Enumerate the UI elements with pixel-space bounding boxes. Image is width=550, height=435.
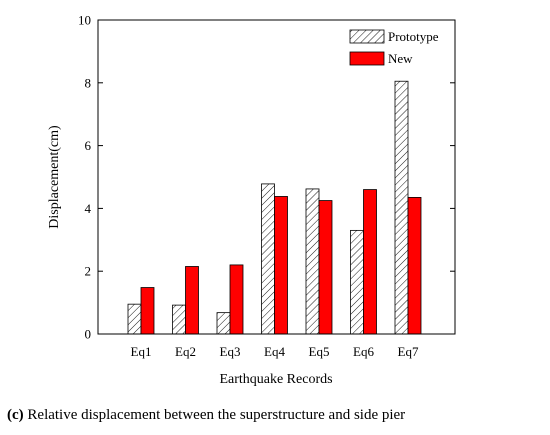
x-tick-label-eq1: Eq1 bbox=[131, 344, 152, 359]
bar-new-eq3 bbox=[229, 264, 244, 335]
legend-swatch-prototype bbox=[349, 29, 385, 44]
y-axis: 0 2 4 6 8 10 bbox=[78, 13, 455, 342]
x-tick-label-eq4: Eq4 bbox=[264, 344, 285, 359]
bar-prototype-eq7 bbox=[394, 80, 409, 335]
caption-text: Relative displacement between the supers… bbox=[24, 407, 406, 423]
bar-prototype-eq4 bbox=[261, 183, 275, 335]
bar-prototype-eq1 bbox=[127, 303, 142, 335]
legend-label-new: New bbox=[388, 51, 413, 66]
caption-label: (c) bbox=[7, 407, 24, 423]
x-axis-label: Earthquake Records bbox=[219, 372, 332, 387]
bar-new-eq7 bbox=[407, 197, 422, 335]
bar-new-eq1 bbox=[140, 287, 155, 335]
bar-prototype-eq6 bbox=[350, 229, 364, 335]
legend-swatch-new bbox=[349, 51, 385, 66]
x-tick-label-eq2: Eq2 bbox=[175, 344, 196, 359]
y-tick-label-6: 6 bbox=[85, 138, 92, 153]
x-tick-label-eq3: Eq3 bbox=[220, 344, 241, 359]
bar-new-eq5 bbox=[318, 200, 333, 335]
bar-prototype-eq3 bbox=[216, 312, 231, 335]
x-axis: Eq1 Eq2 Eq3 Eq4 Eq5 Eq6 Eq7 bbox=[131, 344, 419, 359]
y-tick-label-4: 4 bbox=[85, 201, 92, 216]
bar-prototype-eq5 bbox=[305, 188, 320, 335]
bar-new-eq4 bbox=[274, 196, 288, 335]
y-tick-label-10: 10 bbox=[78, 13, 91, 28]
bar-new-eq2 bbox=[185, 266, 199, 335]
y-axis-label: Displacement(cm) bbox=[47, 125, 62, 229]
bar-prototype-eq2 bbox=[172, 304, 186, 335]
x-tick-label-eq7: Eq7 bbox=[398, 344, 419, 359]
bars-group bbox=[127, 80, 422, 335]
plot-frame bbox=[97, 19, 456, 335]
legend-label-prototype: Prototype bbox=[388, 29, 439, 44]
y-tick-label-2: 2 bbox=[85, 264, 92, 279]
legend: Prototype New bbox=[349, 29, 439, 66]
y-tick-label-0: 0 bbox=[85, 327, 92, 342]
x-tick-label-eq6: Eq6 bbox=[353, 344, 374, 359]
x-tick-label-eq5: Eq5 bbox=[309, 344, 330, 359]
y-tick-label-8: 8 bbox=[85, 75, 92, 90]
figure-caption: (c) Relative displacement between the su… bbox=[7, 407, 405, 423]
bar-new-eq6 bbox=[363, 189, 377, 335]
